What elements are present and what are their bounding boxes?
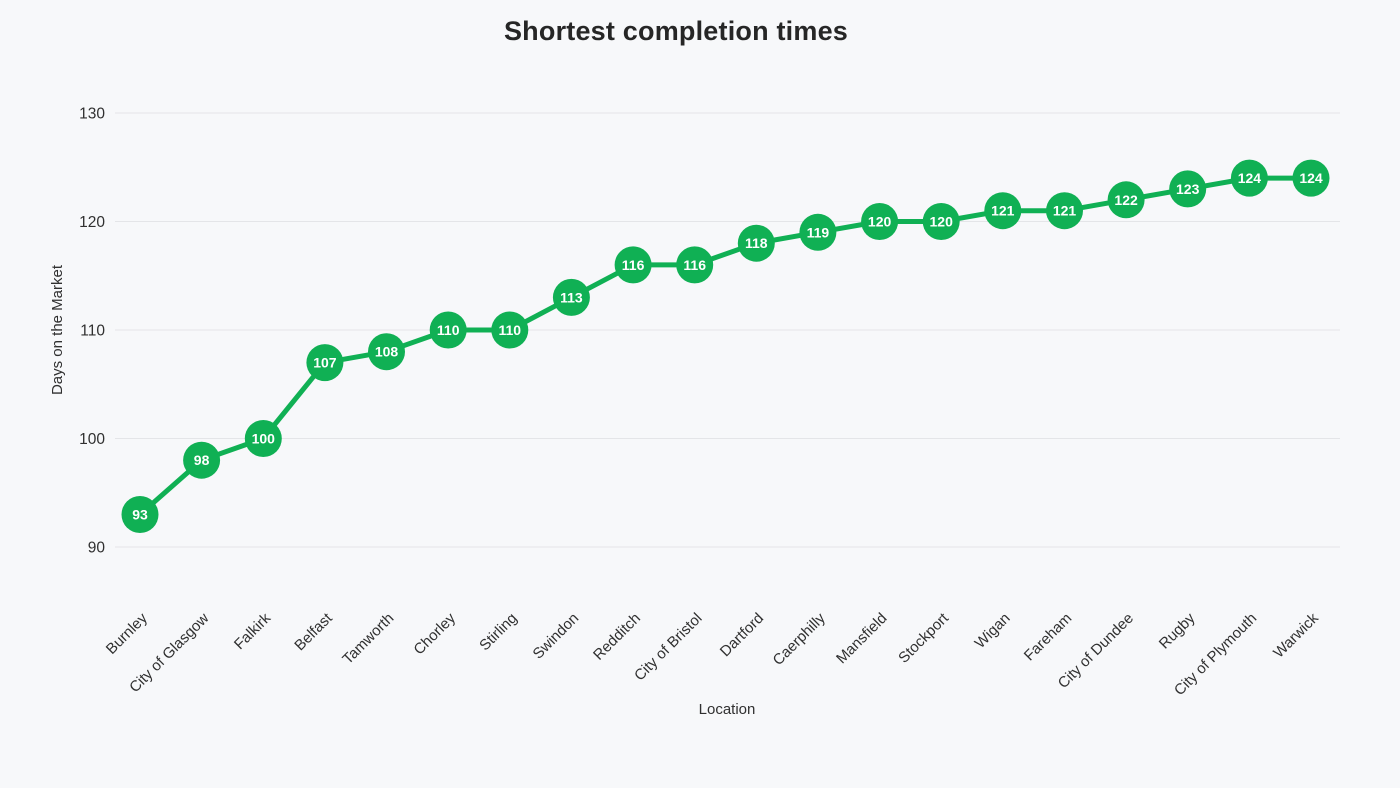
y-tick-label: 90 — [88, 540, 106, 557]
data-point[interactable]: 121 — [1046, 192, 1083, 230]
data-point-marker[interactable] — [1046, 192, 1083, 230]
data-point-marker[interactable] — [737, 224, 775, 262]
data-point-label: 121 — [991, 203, 1015, 219]
data-point[interactable]: 119 — [799, 213, 837, 251]
data-point-label: 108 — [375, 344, 399, 360]
data-point[interactable]: 93 — [121, 496, 159, 533]
x-category-label: Caerphilly — [770, 609, 830, 669]
data-point-label: 123 — [1176, 181, 1200, 197]
x-category-label: Chorley — [410, 609, 459, 658]
gridlines-layer — [115, 112, 1340, 548]
data-point[interactable]: 116 — [614, 246, 652, 284]
x-category-label: Stockport — [895, 609, 952, 666]
data-point-marker[interactable] — [984, 192, 1022, 230]
series-layer: 93 98 100 107 108 110 110 113 116 116 118 119 120 120… — [121, 159, 1330, 533]
x-axis-title: Location — [699, 701, 756, 718]
data-point-marker[interactable] — [183, 441, 221, 479]
x-category-label: Dartford — [717, 610, 767, 660]
x-category-label: Stirling — [476, 610, 520, 654]
data-point-label: 122 — [1114, 192, 1138, 208]
x-category-label: Swindon — [530, 610, 583, 663]
data-point-label: 107 — [313, 355, 337, 371]
data-point-label: 93 — [132, 507, 148, 523]
series-line — [137, 175, 1314, 517]
data-point-marker[interactable] — [552, 278, 590, 316]
data-point-label: 116 — [683, 257, 706, 273]
data-point-label: 100 — [252, 431, 276, 447]
data-point-label: 113 — [560, 289, 583, 305]
x-category-label: Redditch — [590, 610, 644, 664]
y-tick-label: 100 — [79, 431, 105, 448]
data-point-marker[interactable] — [429, 311, 467, 349]
x-category-label: Falkirk — [231, 609, 275, 653]
x-category-label: Fareham — [1021, 610, 1075, 664]
axis-ticks-layer: 130 120 110 100 90 — [79, 106, 105, 557]
data-point[interactable]: 113 — [552, 278, 590, 316]
data-point-marker[interactable] — [306, 344, 344, 382]
data-point[interactable]: 118 — [737, 224, 775, 262]
data-point-label: 120 — [868, 214, 892, 230]
y-axis-title: Days on the Market — [49, 264, 66, 395]
data-point-marker[interactable] — [861, 203, 899, 240]
data-point-label: 110 — [437, 322, 460, 338]
y-tick-label: 130 — [79, 106, 105, 123]
x-category-label: Tamworth — [339, 610, 397, 668]
data-point-label: 120 — [930, 214, 954, 230]
data-point[interactable]: 98 — [183, 441, 221, 479]
y-tick-label: 110 — [80, 323, 105, 340]
data-point-marker[interactable] — [1169, 170, 1207, 208]
x-category-label: Burnley — [103, 609, 151, 657]
data-point[interactable]: 100 — [244, 420, 282, 457]
y-tick-label: 120 — [79, 214, 105, 231]
data-point[interactable]: 122 — [1107, 181, 1145, 219]
x-category-label: Mansfield — [833, 610, 890, 667]
x-category-label: Warwick — [1270, 609, 1322, 661]
data-point[interactable]: 116 — [676, 246, 714, 284]
data-point-label: 124 — [1238, 170, 1262, 186]
data-point-label: 121 — [1053, 203, 1077, 219]
data-point-marker[interactable] — [121, 496, 159, 533]
chart-title: Shortest completion times — [503, 16, 849, 46]
data-point[interactable]: 124 — [1292, 159, 1330, 197]
data-point-marker[interactable] — [244, 420, 282, 457]
data-point[interactable]: 124 — [1230, 159, 1268, 197]
data-point-label: 119 — [807, 224, 830, 240]
data-point-marker[interactable] — [922, 203, 960, 240]
data-point-marker[interactable] — [491, 311, 529, 349]
data-point-label: 110 — [499, 322, 522, 338]
data-point[interactable]: 108 — [368, 333, 405, 371]
x-category-label: Wigan — [972, 610, 1014, 652]
data-point[interactable]: 121 — [984, 192, 1022, 230]
data-point[interactable]: 110 — [429, 311, 467, 349]
data-point[interactable]: 120 — [922, 203, 960, 240]
data-point-marker[interactable] — [799, 213, 837, 251]
data-point-marker[interactable] — [368, 333, 405, 371]
data-point-label: 116 — [622, 257, 645, 273]
data-point[interactable]: 107 — [306, 344, 344, 382]
data-point-label: 124 — [1299, 170, 1323, 186]
data-point[interactable]: 110 — [491, 311, 529, 349]
data-point-marker[interactable] — [1292, 159, 1330, 197]
data-point-marker[interactable] — [1107, 181, 1145, 219]
data-point[interactable]: 123 — [1169, 170, 1207, 208]
data-point-label: 118 — [745, 235, 768, 251]
data-point-marker[interactable] — [1230, 159, 1268, 197]
data-point-marker[interactable] — [614, 246, 652, 284]
data-point[interactable]: 120 — [861, 203, 899, 240]
data-point-marker[interactable] — [676, 246, 714, 284]
x-category-label: Belfast — [291, 609, 336, 654]
x-category-label: Rugby — [1156, 609, 1199, 652]
data-point-label: 98 — [194, 452, 210, 468]
